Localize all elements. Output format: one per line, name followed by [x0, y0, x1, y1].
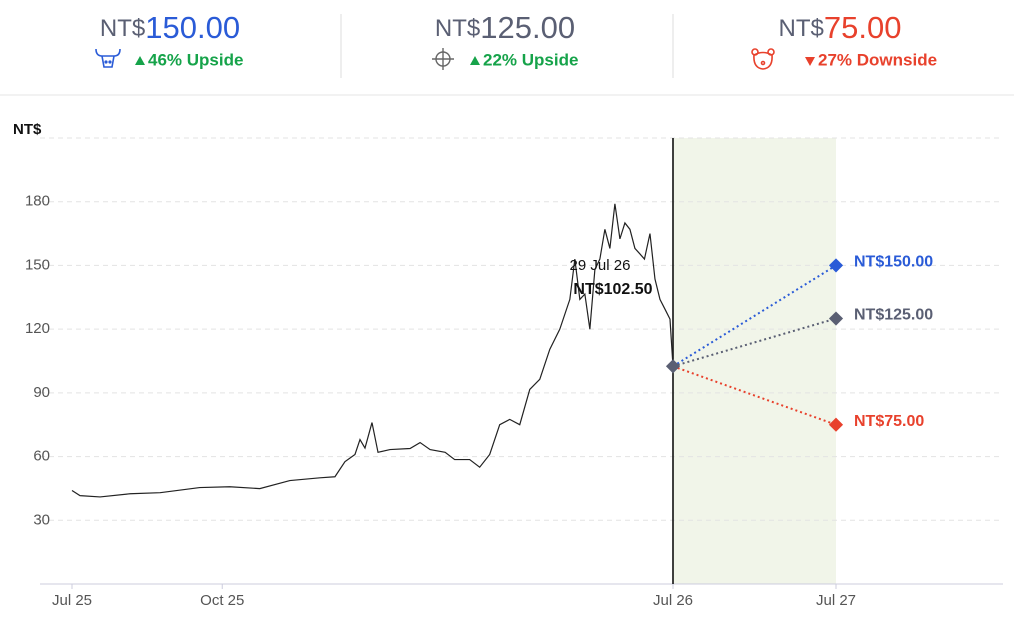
price-value: 125.00 — [480, 10, 575, 45]
target-label: NT$150.00 — [854, 254, 933, 271]
price-value: 75.00 — [824, 10, 902, 45]
y-axis-label: NT$ — [13, 121, 42, 138]
price-value: 150.00 — [145, 10, 240, 45]
target-label: NT$125.00 — [854, 307, 933, 324]
forecast-line — [672, 264, 837, 368]
target-icon — [432, 48, 454, 70]
bull-icon — [95, 48, 121, 68]
target-price: NT$150.00 — [100, 10, 240, 45]
last-price-marker — [665, 359, 681, 374]
target-marker — [828, 417, 844, 432]
x-tick-label: Jul 26 — [653, 592, 693, 609]
target-price: NT$125.00 — [435, 10, 575, 45]
currency: NT$ — [100, 15, 145, 42]
forecast-line — [672, 317, 837, 368]
tooltip-price: NT$102.50 — [573, 281, 652, 298]
tooltip-date: 29 Jul 26 — [570, 257, 631, 274]
bear-icon — [751, 48, 775, 70]
forecast-band — [673, 138, 836, 584]
target-label: NT$75.00 — [854, 413, 924, 430]
x-tick-label: Jul 25 — [52, 592, 92, 609]
y-tick-label: 90 — [33, 384, 50, 401]
change-label: 27% Downside — [818, 50, 937, 69]
y-tick-label: 180 — [25, 193, 50, 210]
x-tick-label: Oct 25 — [200, 592, 244, 609]
y-tick-label: 30 — [33, 511, 50, 528]
y-tick-label: 120 — [25, 320, 50, 337]
target-price: NT$75.00 — [779, 10, 902, 45]
direction-arrow — [805, 57, 815, 66]
y-tick-label: 150 — [25, 256, 50, 273]
target-marker — [828, 311, 844, 326]
x-tick-label: Jul 27 — [816, 592, 856, 609]
forecast-line — [672, 365, 837, 426]
direction-arrow — [470, 56, 480, 65]
currency: NT$ — [779, 15, 824, 42]
y-tick-label: 60 — [33, 448, 50, 465]
change-label: 22% Upside — [483, 50, 578, 69]
direction-arrow — [135, 56, 145, 65]
currency: NT$ — [435, 15, 480, 42]
change-label: 46% Upside — [148, 50, 243, 69]
price-line — [71, 203, 674, 498]
target-marker — [828, 258, 844, 273]
